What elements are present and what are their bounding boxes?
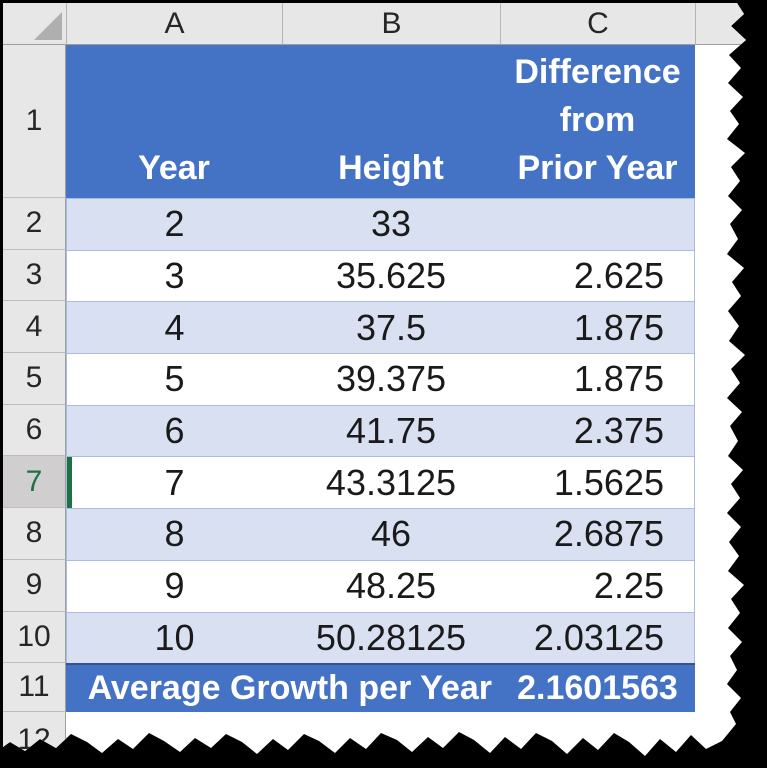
cell-B10[interactable]: 50.28125 [282,611,500,664]
cell-C6[interactable]: 2.375 [500,404,695,457]
cell-A4[interactable]: 4 [66,301,282,354]
column-header-partial [695,3,746,45]
cell-A11-total-label[interactable]: Average Growth per Year [66,663,500,713]
row-header-11[interactable]: 11 [3,663,66,713]
row-header-5[interactable]: 5 [3,353,66,405]
row-header-2[interactable]: 2 [3,198,66,250]
select-all-corner[interactable] [3,3,66,45]
select-all-icon [34,12,62,40]
cell-A5[interactable]: 5 [66,353,282,405]
row-header-4[interactable]: 4 [3,301,66,354]
cell-C7[interactable]: 1.5625 [500,456,695,509]
cell-C9[interactable]: 2.25 [500,559,695,612]
cell-B2[interactable]: 33 [282,198,500,250]
cell-A2[interactable]: 2 [66,198,282,250]
cell-B7[interactable]: 43.3125 [282,456,500,509]
cell-B6[interactable]: 41.75 [282,404,500,457]
cell-B9[interactable]: 48.25 [282,559,500,612]
cell-A3[interactable]: 3 [66,249,282,302]
cell-C10[interactable]: 2.03125 [500,611,695,664]
cell-C1-difference-header[interactable]: Difference from Prior Year [500,45,695,198]
cell-C3[interactable]: 2.625 [500,249,695,302]
cell-C4[interactable]: 1.875 [500,301,695,354]
column-header-C[interactable]: C [500,3,695,45]
cell-A7-active[interactable]: 7 [66,456,282,509]
worksheet-grid: A B C 1 2 3 4 5 6 7 8 9 10 11 12 Year He… [3,3,746,756]
column-header-A[interactable]: A [66,3,282,45]
row-header-1[interactable]: 1 [3,45,66,198]
row-header-8[interactable]: 8 [3,508,66,560]
cell-C11-total-value[interactable]: 2.1601563 [500,663,695,713]
row-header-12[interactable]: 12 [3,712,66,756]
cell-A1-year-header[interactable]: Year [66,45,282,198]
cell-B4[interactable]: 37.5 [282,301,500,354]
cell-A9[interactable]: 9 [66,559,282,612]
column-header-B[interactable]: B [282,3,500,45]
cell-B8[interactable]: 46 [282,508,500,560]
row-header-7-selected[interactable]: 7 [3,456,66,509]
cell-B1-height-header[interactable]: Height [282,45,500,198]
cell-C8[interactable]: 2.6875 [500,508,695,560]
cell-C2[interactable] [500,198,695,250]
row-header-3[interactable]: 3 [3,249,66,302]
row-header-10[interactable]: 10 [3,611,66,664]
cell-B3[interactable]: 35.625 [282,249,500,302]
cell-B5[interactable]: 39.375 [282,353,500,405]
row-header-9[interactable]: 9 [3,559,66,612]
cell-A8[interactable]: 8 [66,508,282,560]
cell-A10[interactable]: 10 [66,611,282,664]
cell-C5[interactable]: 1.875 [500,353,695,405]
row-header-6[interactable]: 6 [3,404,66,457]
cell-A6[interactable]: 6 [66,404,282,457]
